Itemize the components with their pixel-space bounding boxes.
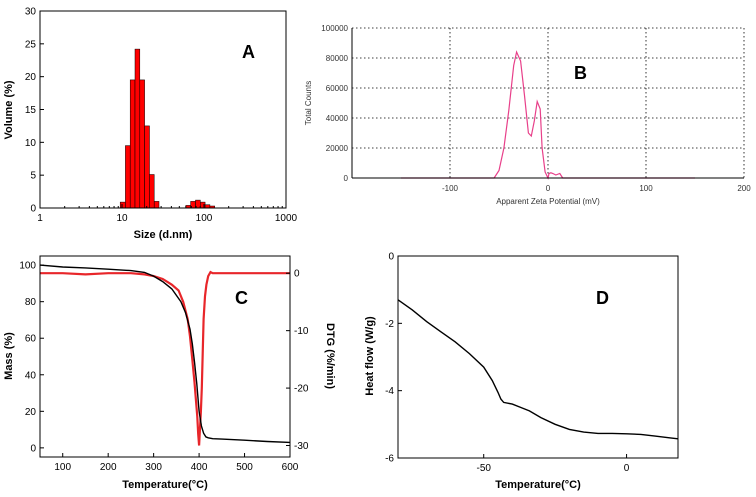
panel-b-line — [401, 50, 695, 180]
panel-d-xlabel: Temperature(°C) — [495, 479, 581, 491]
panel-b-xtick-label: -100 — [442, 184, 459, 193]
panel-d-x-ticks: -50 0 — [476, 454, 630, 474]
panel-c-y2tick-label: -20 — [294, 384, 309, 395]
panel-c-frame — [39, 255, 291, 458]
panel-a-bar-6 — [149, 174, 155, 209]
panel-a-bar-4 — [139, 79, 145, 209]
panel-d-frame — [397, 255, 679, 459]
panel-c-xtick-label: 100 — [54, 462, 71, 473]
panel-c-xtick-label: 500 — [236, 462, 253, 473]
panel-a-ytick-label: 25 — [25, 39, 37, 50]
panel-b-x-ticks: -100 0 100 200 — [442, 184, 751, 193]
panel-b-ytick-label: 0 — [344, 174, 349, 183]
panel-b-ytick-label: 80000 — [326, 54, 349, 63]
panel-c-y2tick-label: -10 — [294, 326, 309, 337]
panel-a-letter: A — [242, 42, 255, 62]
panel-a-xtick-label: 10 — [116, 213, 128, 224]
panel-d-ytick-label: -2 — [385, 319, 394, 330]
panel-d-line — [397, 299, 679, 440]
panel-a-xtick-label: 100 — [196, 213, 213, 224]
panel-c-y2tick-label: 0 — [294, 269, 300, 280]
panel-c-x-ticks: 100 200 300 400 500 600 — [54, 453, 299, 473]
panel-c-xlabel: Temperature(°C) — [122, 479, 208, 491]
panel-a-bars — [119, 48, 215, 209]
panel-c-y2-ticks: 0 -10 -20 -30 — [286, 269, 309, 452]
panel-a-ytick-label: 15 — [25, 105, 37, 116]
panel-c-y-ticks: 0 20 40 60 80 100 — [19, 261, 44, 454]
panel-a-bar-7 — [153, 201, 160, 209]
panel-c-xtick-label: 400 — [191, 462, 208, 473]
panel-a-ytick-label: 30 — [25, 7, 37, 18]
panel-b-letter: B — [574, 63, 587, 83]
panel-c-y2label: DTG (%/min) — [324, 323, 336, 389]
panel-d: 0 -2 -4 -6 -50 0 Temperature(°C) Heat flow (… — [364, 252, 679, 491]
panel-c-xtick-label: 300 — [145, 462, 162, 473]
panel-b-grid — [352, 27, 745, 178]
panel-a-ytick-label: 0 — [30, 204, 36, 215]
panel-a-y-ticks: 0 5 10 15 20 25 30 — [25, 7, 44, 215]
panel-a-bar-1 — [125, 145, 131, 209]
panel-a-bar-2 — [129, 79, 136, 209]
panel-b-ytick-label: 20000 — [326, 144, 349, 153]
panel-d-letter: D — [596, 288, 609, 308]
panel-c-y2tick-label: -30 — [294, 441, 309, 452]
panel-d-ytick-label: -4 — [385, 386, 394, 397]
panel-d-xtick-label: -50 — [476, 463, 491, 474]
panel-b-xtick-label: 200 — [737, 184, 751, 193]
panel-c-ytick-label: 20 — [25, 407, 37, 418]
panel-b-xtick-label: 0 — [546, 184, 551, 193]
panel-c: 0 20 40 60 80 100 0 -10 -20 -30 100 200 300 400 500 6… — [3, 255, 336, 491]
panel-d-xtick-label: 0 — [624, 463, 630, 474]
panel-c-ytick-label: 0 — [30, 443, 36, 454]
panel-d-ylabel: Heat flow (W/g) — [364, 316, 376, 396]
panel-b-ytick-label: 60000 — [326, 84, 349, 93]
panel-c-mass-line — [39, 264, 291, 444]
panel-a-x-ticks: 1 10 100 1000 — [37, 204, 298, 224]
panel-c-xtick-label: 600 — [282, 462, 299, 473]
panel-a-ylabel: Volume (%) — [3, 80, 15, 139]
panel-a-ytick-label: 5 — [30, 171, 36, 182]
panel-a: 0 5 10 15 20 25 30 1 10 100 1000 Size (d.nm) Volu… — [3, 7, 298, 242]
panel-a-xtick-label: 1 — [37, 213, 43, 224]
panel-b-xlabel: Apparent Zeta Potential (mV) — [496, 197, 600, 206]
panel-c-ytick-label: 60 — [25, 334, 37, 345]
panel-c-ylabel: Mass (%) — [3, 332, 15, 380]
panel-a-bar-3 — [134, 48, 141, 209]
panel-c-ytick-label: 80 — [25, 297, 37, 308]
panel-a-bar-5 — [144, 125, 150, 209]
panel-a-frame — [39, 10, 287, 209]
panel-c-xtick-label: 200 — [100, 462, 117, 473]
panel-a-xlabel: Size (d.nm) — [134, 229, 193, 241]
panel-a-xtick-label: 1000 — [275, 213, 298, 224]
panel-a-ytick-label: 20 — [25, 72, 37, 83]
panel-b-ylabel: Total Counts — [304, 81, 313, 125]
panel-b-y-ticks: 0 20000 40000 60000 80000 100000 — [321, 24, 348, 183]
panel-c-ytick-label: 100 — [19, 261, 36, 272]
panel-a-bar-0 — [119, 201, 126, 209]
panel-c-ytick-label: 40 — [25, 370, 37, 381]
panel-b-xtick-label: 100 — [639, 184, 653, 193]
panel-a-ytick-label: 10 — [25, 138, 37, 149]
panel-d-y-ticks: 0 -2 -4 -6 — [385, 252, 402, 465]
panel-b-ytick-label: 40000 — [326, 114, 349, 123]
panel-d-ytick-label: -6 — [385, 454, 394, 465]
panel-b-ytick-label: 100000 — [321, 24, 348, 33]
panel-c-dtg-line — [40, 270, 290, 446]
panel-d-ytick-label: 0 — [388, 252, 394, 263]
panel-c-letter: C — [235, 288, 248, 308]
